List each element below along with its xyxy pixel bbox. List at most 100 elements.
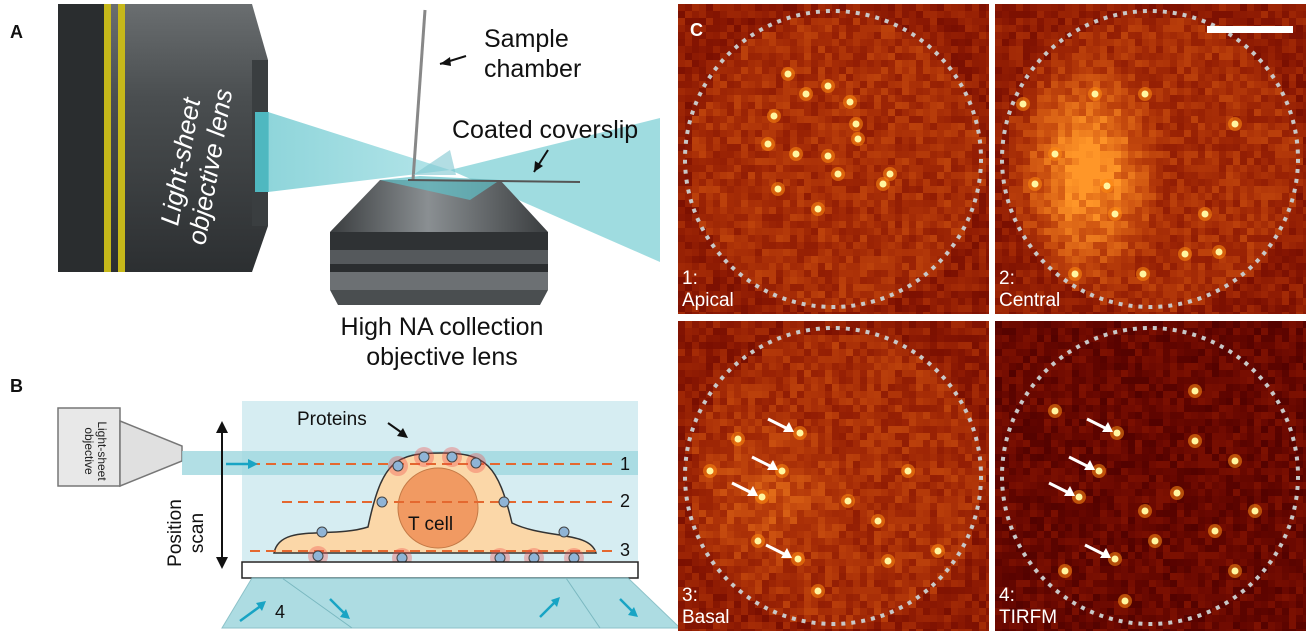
- tile-tirfm-image: [995, 321, 1306, 631]
- proteins-label: Proteins: [297, 409, 367, 430]
- spot: [796, 429, 804, 437]
- position-scan-label-line1: Position: [165, 499, 186, 567]
- tile-tirfm-number: 4:: [999, 585, 1015, 606]
- plane-1-label: 1: [620, 454, 631, 474]
- sample-chamber-label-line1: Sample: [484, 25, 569, 53]
- coated-coverslip: [407, 179, 581, 183]
- tile-basal: 3: Basal: [678, 321, 989, 631]
- light-sheet-objective-lens: [58, 4, 269, 272]
- spot: [824, 152, 832, 160]
- b-objective-label-line1: Light-sheet: [95, 421, 109, 481]
- spot: [814, 205, 822, 213]
- spot: [1141, 507, 1149, 515]
- collection-objective-label-line2: objective lens: [366, 343, 518, 371]
- spot: [1061, 567, 1069, 575]
- tile-central-image: [995, 4, 1306, 314]
- spot-arrow: [767, 417, 794, 432]
- tile-central: 2: Central: [995, 4, 1306, 314]
- panel-c-letter: C: [690, 20, 703, 40]
- fluorescent-spots: [703, 426, 945, 598]
- tile-central-name: Central: [999, 290, 1061, 311]
- spot: [1051, 150, 1059, 158]
- spot: [1231, 120, 1239, 128]
- image-texture: [995, 4, 1306, 314]
- collection-objective-lens: [330, 176, 548, 305]
- spot: [844, 497, 852, 505]
- spot: [1121, 597, 1129, 605]
- light-sheet-beam-diverging: [450, 118, 660, 262]
- tile-basal-label: 3: Basal: [682, 585, 730, 629]
- b-prism: [221, 577, 680, 629]
- panel-b-diagram: [57, 401, 680, 629]
- spot: [770, 112, 778, 120]
- spot: [886, 170, 894, 178]
- fluorescent-spots: [761, 67, 897, 216]
- b-light-sheet-objective: [57, 407, 183, 488]
- spot: [824, 82, 832, 90]
- spot: [794, 555, 802, 563]
- plane-3-label: 3: [620, 540, 631, 560]
- spot: [1111, 210, 1119, 218]
- coated-coverslip-label: Coated coverslip: [452, 116, 639, 144]
- b-objective-label: Light-sheet objective: [68, 413, 109, 489]
- spot: [784, 70, 792, 78]
- tile-apical-name: Apical: [682, 290, 734, 311]
- spot: [754, 537, 762, 545]
- tile-basal-image: [678, 321, 989, 631]
- position-scan-label: Position scan: [165, 483, 215, 583]
- spot-arrow: [1086, 417, 1113, 432]
- panel-b-letter: B: [10, 376, 23, 396]
- spot: [1019, 100, 1027, 108]
- spot: [1031, 180, 1039, 188]
- sample-chamber-label-line2: chamber: [484, 55, 582, 83]
- spot: [802, 90, 810, 98]
- tile-central-number: 2:: [999, 268, 1015, 289]
- spot: [774, 185, 782, 193]
- lens-ring-yellow-1: [104, 4, 111, 272]
- scale-bar: [1207, 26, 1293, 33]
- plane-2-label: 2: [620, 491, 631, 511]
- tile-basal-name: Basal: [682, 607, 730, 628]
- sample-chamber-label: Sample chamber: [484, 24, 581, 84]
- spot: [1251, 507, 1259, 515]
- spot: [814, 587, 822, 595]
- tile-tirfm: 4: TIRFM: [995, 321, 1306, 631]
- panel-c-grid: 1: Apical C 2: Central 3: Basal 4: TIRFM: [678, 4, 1306, 631]
- roi-circle: [683, 326, 983, 626]
- tile-tirfm-label: 4: TIRFM: [999, 585, 1057, 629]
- t-cell-nucleus: [397, 467, 479, 549]
- spot: [884, 557, 892, 565]
- position-scan-arrow: [216, 421, 228, 569]
- spot: [778, 467, 786, 475]
- spot: [1191, 387, 1199, 395]
- spot: [764, 140, 772, 148]
- spot: [792, 150, 800, 158]
- spot: [846, 98, 854, 106]
- spot: [1139, 270, 1147, 278]
- spot: [854, 135, 862, 143]
- spot: [758, 493, 766, 501]
- spot: [1141, 90, 1149, 98]
- spot: [1051, 407, 1059, 415]
- b-coverslip: [241, 561, 639, 579]
- lens-front-glass: [255, 112, 269, 192]
- b-objective-label-line2: objective: [82, 427, 96, 475]
- cyan-arrows: [226, 459, 638, 623]
- spot: [706, 467, 714, 475]
- tile-basal-number: 3:: [682, 585, 698, 606]
- spot: [874, 517, 882, 525]
- roi-circle: [683, 9, 983, 309]
- spot: [1231, 457, 1239, 465]
- spot: [1071, 270, 1079, 278]
- spot: [1113, 429, 1121, 437]
- sample-chamber: [411, 9, 427, 181]
- t-cell-label: T cell: [408, 514, 454, 535]
- spot: [852, 120, 860, 128]
- spot: [1151, 537, 1159, 545]
- spot: [1181, 250, 1189, 258]
- spot: [1211, 527, 1219, 535]
- tile-apical: 1: Apical C: [678, 4, 989, 314]
- position-scan-label-line2: scan: [187, 512, 208, 554]
- spot: [879, 180, 887, 188]
- spot: [1201, 210, 1209, 218]
